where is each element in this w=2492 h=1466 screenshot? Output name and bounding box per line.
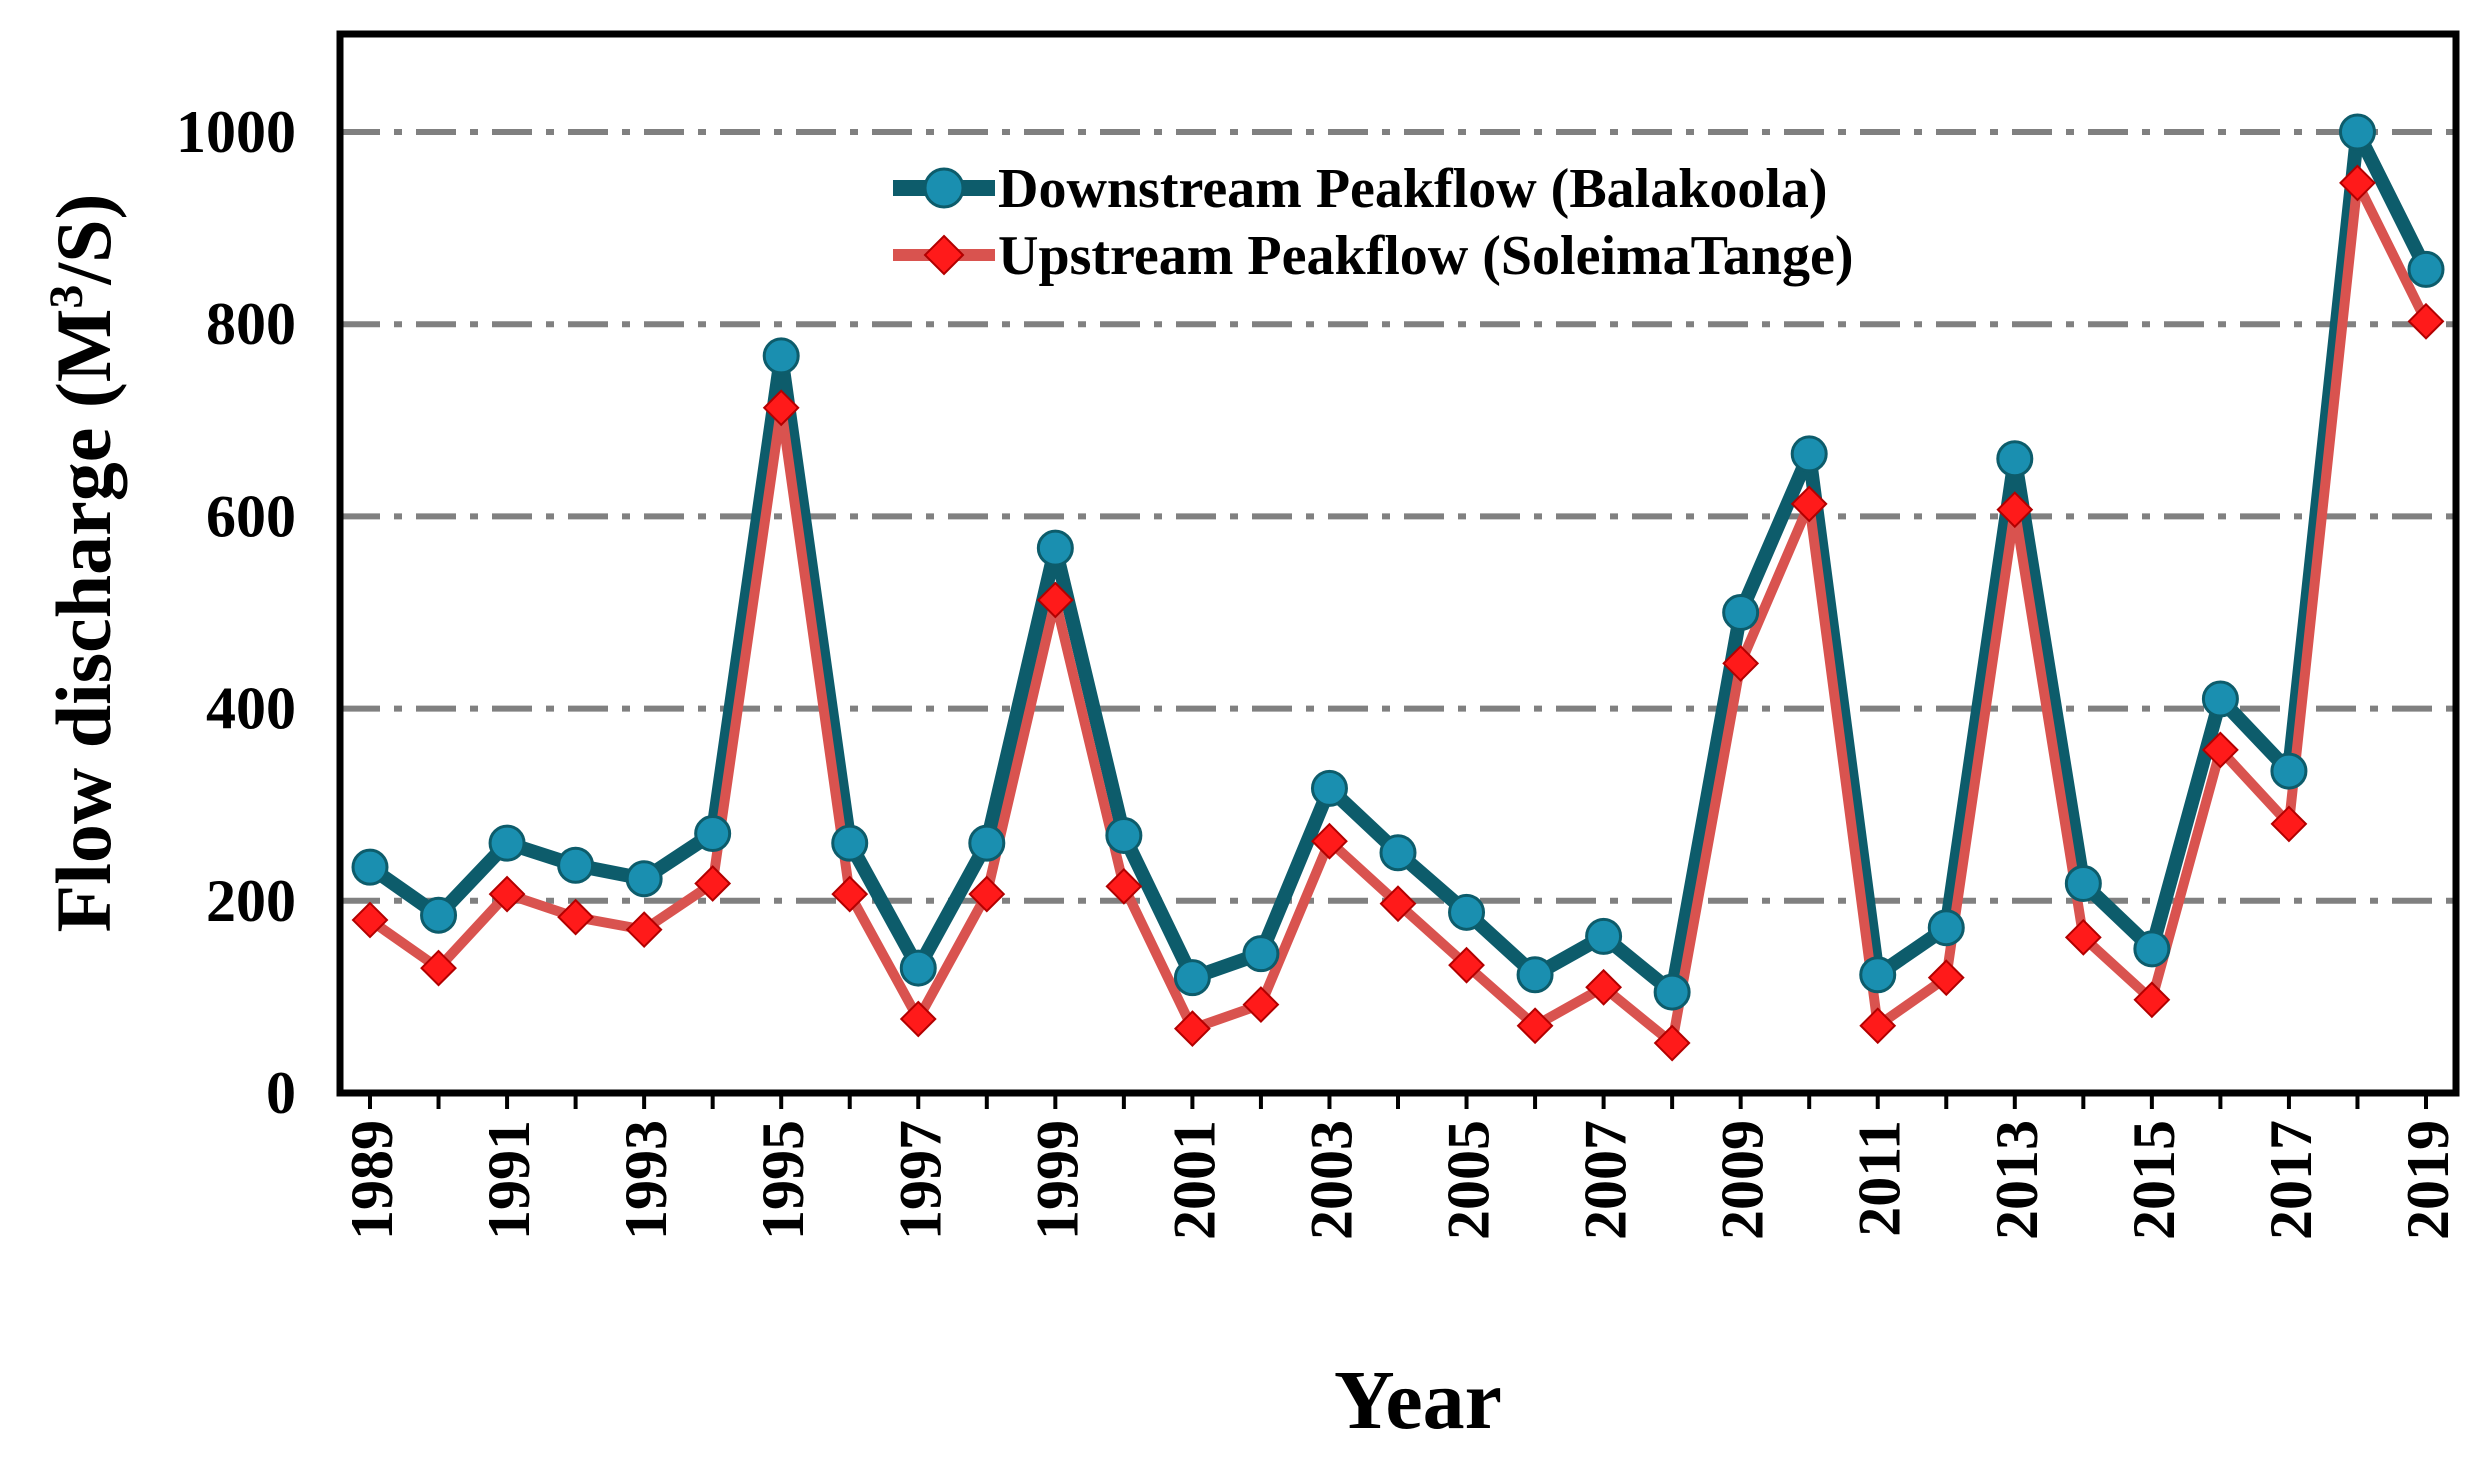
data-point-upstream <box>2407 302 2445 340</box>
data-point-upstream <box>831 875 869 913</box>
data-point-downstream <box>1036 529 1074 567</box>
data-point-upstream <box>1173 1010 1211 1048</box>
data-point-upstream <box>899 1000 937 1038</box>
data-point-upstream <box>968 875 1006 913</box>
data-point-upstream <box>557 898 595 936</box>
x-tick-label: 2011 <box>1847 1120 1913 1237</box>
x-tick-label: 2013 <box>1984 1120 2050 1240</box>
data-point-downstream <box>831 824 869 862</box>
data-point-upstream <box>625 911 663 949</box>
data-point-upstream <box>762 389 800 427</box>
data-point-downstream <box>1585 917 1623 955</box>
data-point-upstream <box>2270 805 2308 843</box>
data-point-downstream <box>968 824 1006 862</box>
data-point-downstream <box>2133 930 2171 968</box>
x-tick-label: 2005 <box>1436 1120 1502 1240</box>
data-point-upstream <box>488 875 526 913</box>
data-point-upstream <box>1448 946 1485 984</box>
x-tick-label: 1989 <box>339 1120 405 1240</box>
data-point-downstream <box>694 815 732 853</box>
x-tick-labels: 1989 1991 1993 1995 1997 1999 2001 2003 2005 2007… <box>339 1093 2461 1240</box>
data-point-downstream <box>1927 909 1965 947</box>
y-axis-title-main: Flow discharge (M <box>40 309 127 933</box>
data-point-downstream <box>1516 956 1554 994</box>
data-point-downstream <box>1379 834 1417 872</box>
legend: Downstream Peakflow (Balakoola) Upstream… <box>893 158 1854 287</box>
x-axis-title: Year <box>1334 1354 1502 1447</box>
data-point-upstream <box>1379 885 1417 923</box>
x-tick-label: 2003 <box>1298 1120 1364 1240</box>
data-point-upstream <box>2339 164 2376 202</box>
x-tick-label: 1993 <box>613 1120 679 1240</box>
data-point-downstream <box>2064 865 2102 903</box>
x-tick-label: 1999 <box>1024 1120 1090 1240</box>
data-point-upstream <box>1516 1007 1554 1045</box>
y-tick-label: 800 <box>206 291 296 357</box>
series-layer <box>351 113 2445 1062</box>
data-point-downstream <box>488 824 526 862</box>
x-tick-label: 2007 <box>1573 1120 1639 1240</box>
x-tick-label: 1991 <box>476 1120 542 1240</box>
legend-label-downstream: Downstream Peakflow (Balakoola) <box>998 158 1828 220</box>
data-point-upstream <box>1585 968 1623 1006</box>
y-axis-title-end: /S) <box>40 194 127 286</box>
y-tick-label: 200 <box>206 868 296 934</box>
data-point-upstream <box>1859 1007 1897 1045</box>
data-point-downstream <box>1310 769 1348 807</box>
x-tick-label: 1995 <box>750 1120 816 1240</box>
data-point-upstream <box>1653 1024 1691 1062</box>
data-point-upstream <box>1996 491 2034 529</box>
data-point-downstream <box>557 846 595 884</box>
y-axis-title: Flow discharge (M3/S) <box>40 194 127 933</box>
data-point-downstream <box>1653 973 1691 1011</box>
data-point-upstream <box>1722 645 1760 682</box>
legend-swatch-downstream <box>893 167 995 209</box>
data-point-downstream <box>1448 893 1486 931</box>
data-point-upstream <box>1311 822 1348 860</box>
data-point-upstream <box>420 949 457 987</box>
data-point-downstream <box>2270 752 2308 790</box>
data-point-downstream <box>1242 935 1280 973</box>
data-point-downstream <box>1859 956 1897 994</box>
data-point-downstream <box>1722 594 1760 631</box>
data-point-upstream <box>2133 981 2171 1019</box>
data-point-upstream <box>1036 581 1074 619</box>
data-point-upstream <box>694 865 732 902</box>
data-point-downstream <box>1996 440 2034 478</box>
legend-swatch-upstream <box>893 234 995 276</box>
data-point-downstream <box>762 337 800 375</box>
x-tick-label: 2015 <box>2121 1120 2187 1240</box>
data-point-downstream <box>1105 816 1143 854</box>
data-point-upstream <box>1242 986 1280 1024</box>
y-tick-label: 1000 <box>176 99 296 165</box>
data-point-upstream <box>2201 731 2239 769</box>
data-point-downstream <box>2407 250 2445 288</box>
data-point-downstream <box>625 860 663 898</box>
data-point-downstream <box>899 949 937 987</box>
data-point-upstream <box>1790 485 1828 523</box>
y-axis-title-sup: 3 <box>40 285 93 309</box>
data-point-upstream <box>1105 867 1143 905</box>
x-tick-label: 2009 <box>1710 1120 1776 1240</box>
data-point-downstream <box>1790 435 1828 473</box>
data-point-downstream <box>351 848 389 886</box>
y-tick-label: 0 <box>266 1060 296 1126</box>
data-point-downstream <box>420 896 458 934</box>
data-point-upstream <box>1927 959 1965 997</box>
legend-label-upstream: Upstream Peakflow (SoleimaTange) <box>998 225 1854 287</box>
x-tick-label: 1997 <box>887 1120 953 1240</box>
data-point-upstream <box>351 901 389 939</box>
data-point-downstream <box>2201 680 2239 718</box>
data-point-upstream <box>2064 918 2102 956</box>
data-point-downstream <box>2338 113 2376 151</box>
x-tick-label: 2019 <box>2395 1120 2461 1240</box>
y-tick-label: 400 <box>206 676 296 742</box>
x-tick-label: 2017 <box>2258 1120 2324 1240</box>
x-tick-label: 2001 <box>1161 1120 1227 1240</box>
y-tick-label: 600 <box>206 483 296 549</box>
data-point-downstream <box>1173 959 1211 997</box>
y-tick-labels: 0 200 400 600 800 1000 <box>176 99 296 1126</box>
